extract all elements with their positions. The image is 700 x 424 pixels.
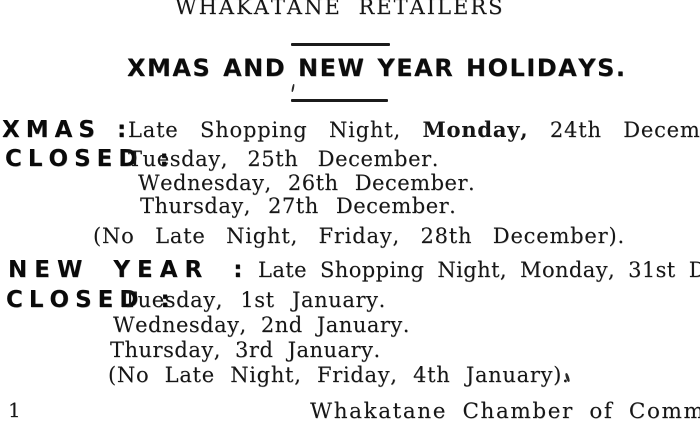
xmas-label: XMAS : [2, 117, 133, 143]
closed-day-line: Tuesday, 1st January. [123, 288, 386, 312]
closed-day-line: Wednesday, 2nd January. [113, 313, 410, 337]
divider-rule-bottom [291, 99, 388, 102]
new-year-open-line: Late Shopping Night, Monday, 31st Decemb… [258, 258, 700, 282]
masthead-title: WHAKATANE RETAILERS [175, 0, 505, 19]
xmas-closed-label: CLOSED : [5, 146, 175, 172]
closed-day-line: Tuesday, 25th December. [128, 147, 440, 171]
divider-rule-top [291, 43, 390, 46]
xmas-open-line: Late Shopping Night, Monday, 24th Decemb… [128, 117, 700, 142]
attribution: Whakatane Chamber of Commerce [310, 399, 700, 424]
ink-speck [291, 83, 295, 93]
headline: XMAS AND NEW YEAR HOLIDAYS. [127, 54, 627, 82]
xmas-open-prefix: Late Shopping Night, [128, 118, 401, 142]
closed-day-line: Wednesday, 26th December. [138, 171, 476, 195]
xmas-open-date: 24th December. [549, 118, 700, 142]
new-year-label: NEW YEAR : [8, 257, 250, 283]
new-year-closed-label: CLOSED : [6, 287, 176, 313]
closed-day-line: Thursday, 27th December. [140, 194, 457, 218]
new-year-no-late-night-line: (No Late Night, Friday, 4th January). [108, 363, 570, 387]
closed-day-line: Thursday, 3rd January. [110, 338, 381, 362]
xmas-open-day: Monday, [422, 117, 529, 142]
xmas-no-late-night-line: (No Late Night, Friday, 28th December). [93, 224, 625, 248]
page-number: 1 [8, 398, 21, 422]
